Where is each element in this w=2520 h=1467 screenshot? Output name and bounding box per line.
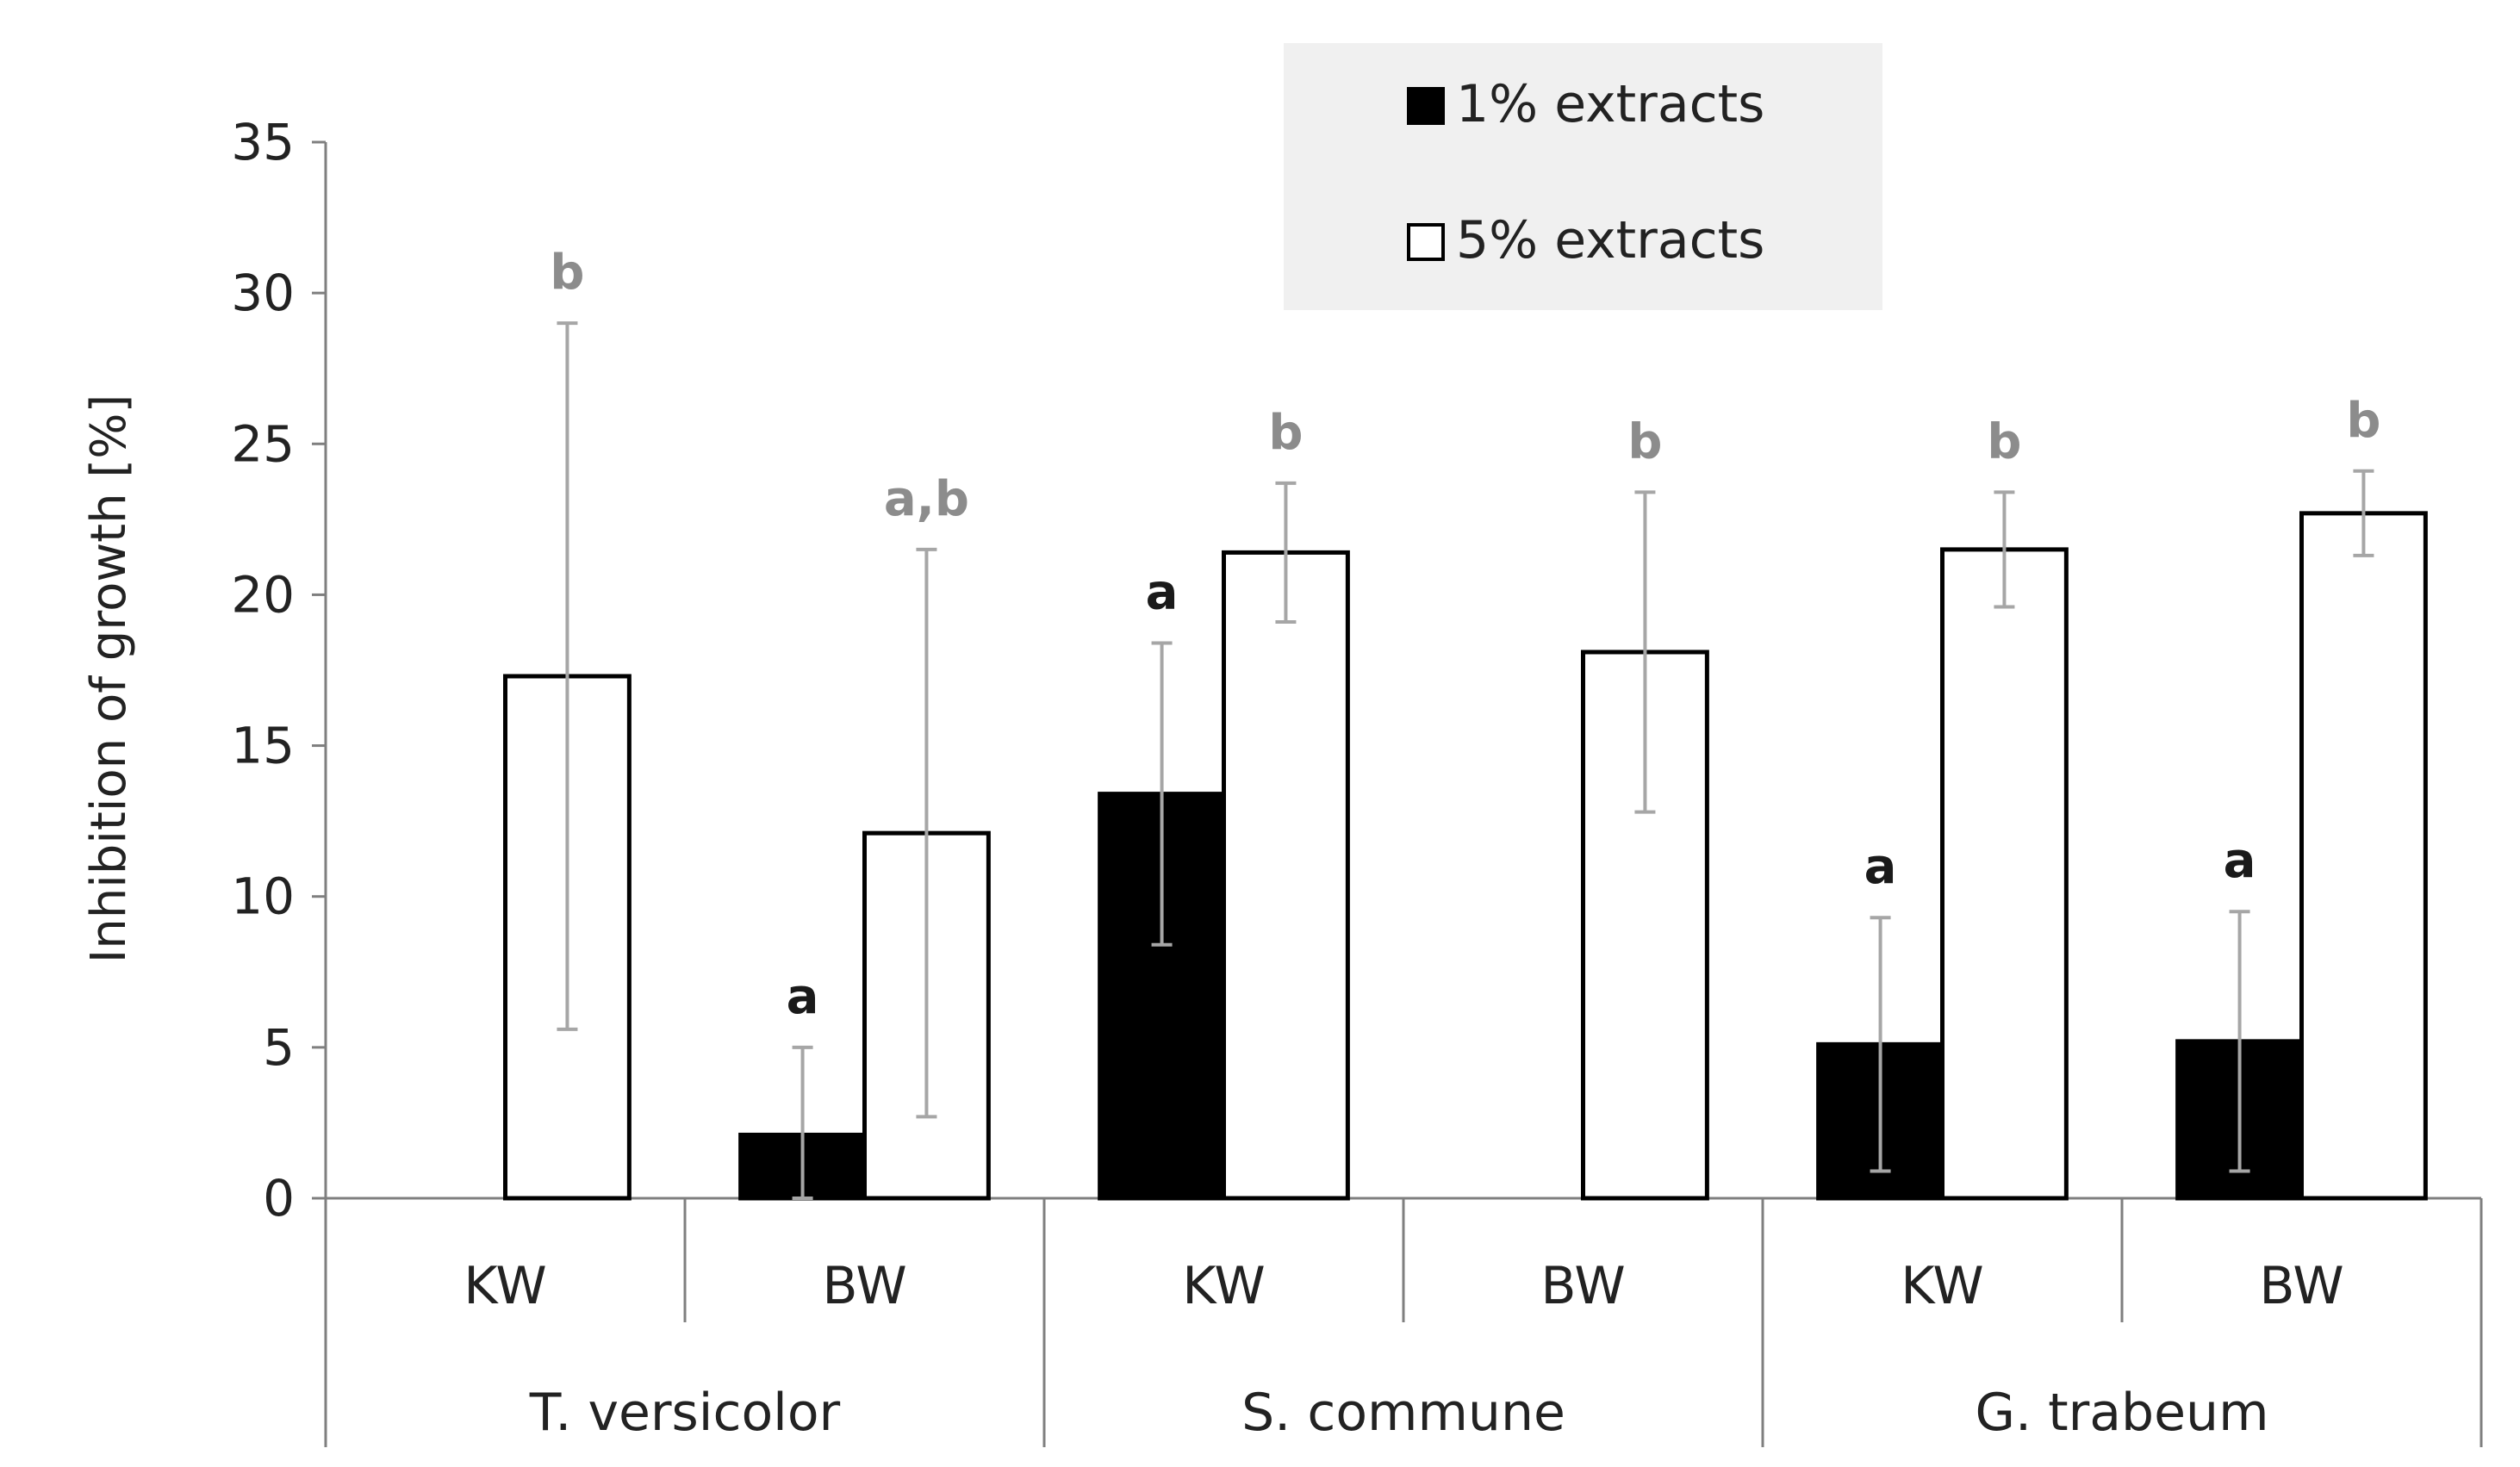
significance-label: a [1864,839,1897,895]
x-group-label: S. commune [1241,1383,1565,1443]
significance-label: a [2224,833,2256,889]
bar-5pct [2299,511,2428,1201]
significance-label: b [550,245,584,301]
x-group-label: T. versicolor [529,1383,841,1443]
bar-5pct [1940,547,2069,1201]
x-category-label: BW [822,1256,906,1316]
y-tick-label: 25 [231,414,295,473]
x-category-label: BW [2259,1256,2343,1316]
legend: 1% extracts 5% extracts [1284,43,1882,310]
legend-box [1284,43,1882,310]
significance-label: b [1268,405,1303,461]
legend-label: 5% extracts [1456,210,1764,270]
x-category-label: KW [464,1256,547,1316]
significance-label: b [2346,393,2380,449]
y-tick-label: 20 [231,565,295,624]
significance-label: b [1627,413,1662,469]
x-category-label: KW [1901,1256,1984,1316]
x-category-label: KW [1182,1256,1266,1316]
y-axis-title: Inhibition of growth [%] [81,395,137,964]
axes: 0 5 10 15 20 25 30 35 Inhibition of growth [%] KW… [81,113,2483,1447]
legend-swatch-5pct [1407,223,1445,261]
legend-swatch-1pct [1407,87,1445,125]
bar-5pct [1222,550,1350,1201]
x-category-label: BW [1540,1256,1625,1316]
significance-label: a,b [884,471,969,527]
significance-labels: b a a,b a b b a b a b [550,245,2380,1025]
y-tick-label: 15 [231,717,295,775]
y-tick-label: 35 [231,113,295,171]
significance-label: b [1987,413,2021,469]
significance-label: a [787,969,819,1025]
legend-label: 1% extracts [1456,74,1764,134]
y-tick-label: 0 [263,1169,295,1228]
significance-label: a [1146,564,1179,620]
y-tick-label: 30 [231,264,295,322]
error-bars [557,321,2374,1200]
x-group-label: G. trabeum [1975,1383,2268,1443]
y-tick-label: 10 [231,867,295,926]
bars [503,511,2428,1201]
y-tick-label: 5 [263,1018,295,1077]
